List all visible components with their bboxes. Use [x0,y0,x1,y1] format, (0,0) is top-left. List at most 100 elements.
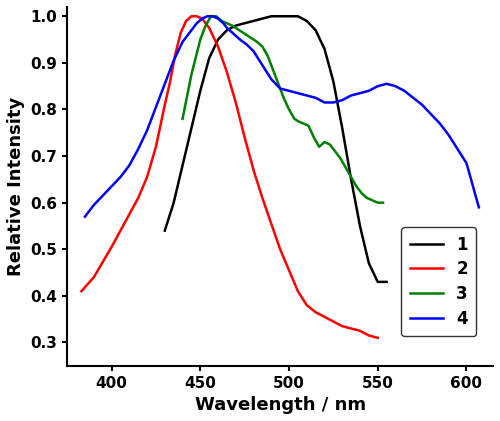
4 [180,40,186,45]
1 [312,28,318,33]
2 [194,14,200,19]
3 [264,53,270,59]
1 [374,280,380,285]
3 [316,144,322,149]
3 [292,116,298,121]
4 [244,42,250,47]
1 [384,280,390,285]
3 [322,140,328,145]
1 [339,125,345,131]
X-axis label: Wavelength / nm: Wavelength / nm [194,396,366,414]
4 [135,147,141,152]
3 [236,28,242,33]
4 [229,30,235,35]
2 [153,144,159,149]
4 [446,133,452,138]
4 [312,95,318,100]
Line: 4: 4 [85,16,479,217]
1 [180,163,186,168]
4 [428,112,434,117]
1 [188,125,194,131]
4 [238,38,244,43]
3 [327,142,333,147]
2 [374,335,380,340]
4 [277,86,283,91]
2 [330,319,336,324]
1 [224,28,230,33]
4 [268,77,274,82]
4 [233,33,239,38]
2 [188,14,194,19]
3 [202,23,208,28]
Legend: 1, 2, 3, 4: 1, 2, 3, 4 [401,227,476,336]
2 [242,135,248,140]
4 [464,160,469,165]
4 [100,193,105,198]
4 [286,88,292,93]
2 [206,25,212,30]
4 [188,28,194,33]
4 [374,84,380,89]
4 [250,49,256,54]
3 [359,191,365,196]
2 [357,328,363,333]
2 [286,268,292,273]
2 [215,44,221,49]
2 [312,310,318,315]
3 [218,19,224,24]
3 [276,81,281,86]
3 [311,135,317,140]
1 [198,88,203,93]
4 [220,21,226,26]
Y-axis label: Relative Intensity: Relative Intensity [7,97,25,276]
2 [178,30,184,35]
3 [214,14,220,19]
Line: 2: 2 [82,16,378,338]
Line: 1: 1 [165,16,386,282]
4 [162,81,168,86]
3 [208,14,214,19]
3 [254,40,260,45]
2 [172,51,178,56]
4 [339,98,345,103]
4 [194,21,200,26]
1 [242,21,248,26]
1 [357,224,363,229]
2 [366,333,372,338]
2 [339,324,345,329]
3 [364,195,370,200]
2 [162,102,168,107]
4 [126,163,132,168]
4 [437,121,443,126]
4 [224,25,230,30]
3 [295,119,301,124]
2 [250,168,256,173]
2 [183,19,189,24]
4 [419,102,425,107]
1 [366,261,372,266]
1 [286,14,292,19]
4 [357,91,363,96]
3 [260,44,266,49]
1 [330,79,336,84]
4 [322,100,328,105]
2 [167,79,173,84]
4 [295,91,301,96]
3 [306,123,312,128]
1 [250,19,256,24]
2 [144,175,150,180]
3 [354,184,360,189]
1 [162,228,168,233]
4 [476,205,482,210]
4 [82,214,88,219]
4 [210,14,216,19]
3 [380,200,386,205]
1 [215,37,221,42]
4 [384,81,390,86]
3 [188,72,194,77]
4 [170,58,176,63]
3 [374,200,380,205]
4 [348,93,354,98]
4 [454,147,460,152]
3 [244,32,250,37]
